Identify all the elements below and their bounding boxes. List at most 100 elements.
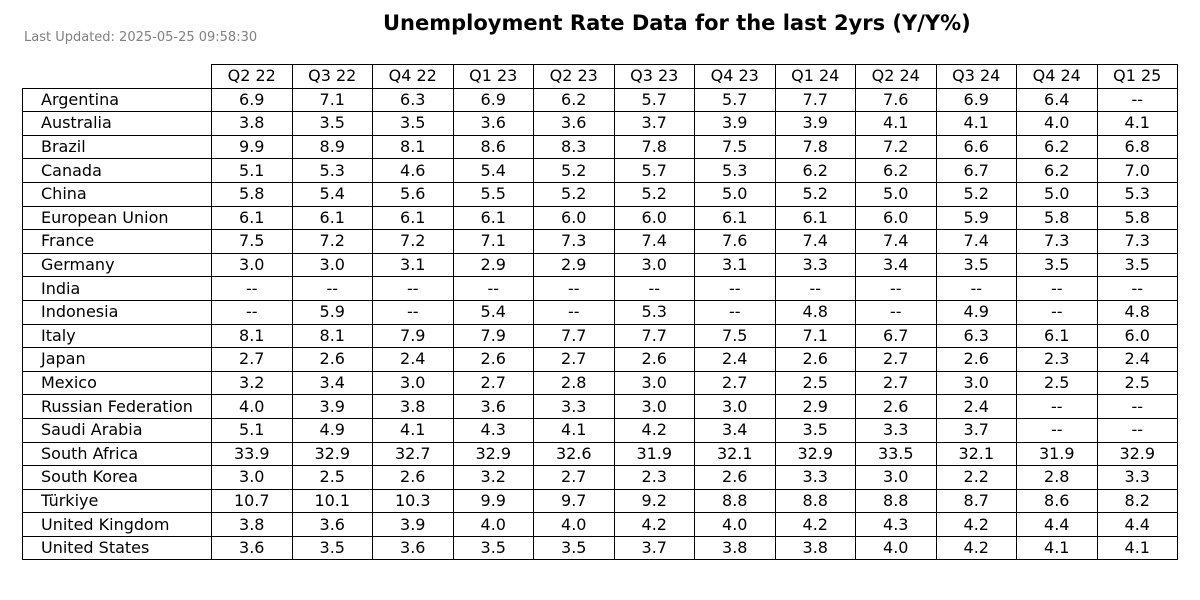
table-cell: 5.1 xyxy=(211,417,293,443)
row-label: China xyxy=(22,181,212,207)
header-row: Q2 22 Q3 22 Q4 22 Q1 23 Q2 23 Q3 23 Q4 23 Q1 24… xyxy=(23,64,1178,89)
table-cell: 4.0 xyxy=(694,512,776,537)
table-cell: -- xyxy=(1096,417,1178,443)
table-cell: -- xyxy=(291,276,373,301)
table-cell: 8.8 xyxy=(694,488,776,514)
table-cell: 6.9 xyxy=(452,87,534,113)
row-label: Argentina xyxy=(22,87,212,113)
column-header: Q1 25 xyxy=(1096,64,1178,89)
table-row: European Union 6.1 6.1 6.1 6.1 6.0 6.0 6.1 6.1 6.… xyxy=(22,205,1178,231)
table-cell: 3.6 xyxy=(533,111,615,136)
table-cell: 7.2 xyxy=(855,134,937,160)
table-cell: 2.7 xyxy=(533,465,615,490)
table-cell: 7.5 xyxy=(694,323,776,349)
table-cell: 2.7 xyxy=(533,347,615,372)
table-cell: 10.1 xyxy=(291,488,373,514)
table-cell: 2.6 xyxy=(774,347,856,372)
table-row: France 7.5 7.2 7.2 7.1 7.3 7.4 7.6 7.4 7.4 7.4 7.3 7… xyxy=(22,229,1178,254)
table-cell: 3.4 xyxy=(694,417,776,443)
column-header: Q1 23 xyxy=(452,64,534,89)
column-header: Q4 22 xyxy=(372,64,454,89)
table-cell: 4.4 xyxy=(1016,512,1098,537)
table-cell: 32.9 xyxy=(452,441,534,467)
table-cell: -- xyxy=(1096,394,1178,419)
table-cell: 4.2 xyxy=(774,512,856,537)
table-cell: -- xyxy=(855,276,937,301)
table-cell: 3.9 xyxy=(291,394,373,419)
table-cell: 7.3 xyxy=(533,229,615,254)
table-cell: 3.9 xyxy=(694,111,776,136)
table-cell: 8.6 xyxy=(1016,488,1098,514)
table-cell: 3.8 xyxy=(372,394,454,419)
row-label: Mexico xyxy=(22,370,212,396)
table-cell: 3.7 xyxy=(935,417,1017,443)
table-cell: 5.8 xyxy=(211,181,293,207)
table-row: Indonesia -- 5.9 -- 5.4 -- 5.3 -- 4.8 -- 4.9 -- 4.8 xyxy=(22,299,1178,325)
column-header: Q2 23 xyxy=(533,64,615,89)
table-cell: 6.1 xyxy=(291,205,373,231)
table-cell: 3.5 xyxy=(452,535,534,561)
table-cell: 5.7 xyxy=(613,87,695,113)
table-row: South Korea 3.0 2.5 2.6 3.2 2.7 2.3 2.6 3.3 3.0 2.… xyxy=(22,465,1178,490)
table-cell: 2.8 xyxy=(1016,465,1098,490)
table-cell: 2.2 xyxy=(935,465,1017,490)
table-cell: 8.1 xyxy=(372,134,454,160)
table-cell: 2.7 xyxy=(855,370,937,396)
table-cell: -- xyxy=(211,276,293,301)
table-cell: 7.8 xyxy=(774,134,856,160)
table-cell: 2.6 xyxy=(372,465,454,490)
table-cell: 2.9 xyxy=(452,252,534,278)
table-cell: 2.5 xyxy=(774,370,856,396)
table-cell: 6.9 xyxy=(211,87,293,113)
table-cell: 7.9 xyxy=(372,323,454,349)
row-label: Japan xyxy=(22,347,212,372)
table-cell: 32.1 xyxy=(694,441,776,467)
table-row: Italy 8.1 8.1 7.9 7.9 7.7 7.7 7.5 7.1 6.7 6.3 6.1 6.… xyxy=(22,323,1178,349)
table-cell: 3.3 xyxy=(1096,465,1178,490)
table-cell: 2.7 xyxy=(855,347,937,372)
table-row: India -- -- -- -- -- -- -- -- -- -- -- -- xyxy=(22,276,1178,301)
table-cell: 5.3 xyxy=(694,158,776,183)
table-row: Saudi Arabia 5.1 4.9 4.1 4.3 4.1 4.2 3.4 3.5 3.3 3… xyxy=(22,417,1178,443)
last-updated-text: Last Updated: 2025-05-25 09:58:30 xyxy=(24,30,258,45)
table-cell: 2.7 xyxy=(452,370,534,396)
table-cell: 6.7 xyxy=(935,158,1017,183)
table-cell: 6.3 xyxy=(935,323,1017,349)
row-label: United States xyxy=(22,535,212,561)
table-cell: -- xyxy=(211,299,293,325)
table-cell: 4.1 xyxy=(1096,535,1178,561)
table-row: Australia 3.8 3.5 3.5 3.6 3.6 3.7 3.9 3.9 4.1 4.1 4… xyxy=(22,111,1178,136)
column-header: Q3 24 xyxy=(935,64,1017,89)
table-cell: 5.5 xyxy=(452,181,534,207)
column-header: Q3 23 xyxy=(613,64,695,89)
table-cell: 4.3 xyxy=(855,512,937,537)
table-row: Brazil 9.9 8.9 8.1 8.6 8.3 7.8 7.5 7.8 7.2 6.6 6.2 6… xyxy=(22,134,1178,160)
table-cell: 3.0 xyxy=(211,252,293,278)
table-cell: 4.2 xyxy=(935,512,1017,537)
table-cell: 3.6 xyxy=(452,111,534,136)
table-cell: 6.1 xyxy=(372,205,454,231)
table-cell: 3.7 xyxy=(613,535,695,561)
table-cell: 4.9 xyxy=(291,417,373,443)
table-cell: 5.4 xyxy=(452,299,534,325)
table-cell: 32.1 xyxy=(935,441,1017,467)
table-cell: 7.1 xyxy=(291,87,373,113)
table-cell: 5.1 xyxy=(211,158,293,183)
table-cell: 4.1 xyxy=(935,111,1017,136)
table-cell: 2.5 xyxy=(291,465,373,490)
table-cell: 3.3 xyxy=(533,394,615,419)
table-cell: 5.7 xyxy=(613,158,695,183)
row-label: United Kingdom xyxy=(22,512,212,537)
table-cell: 5.3 xyxy=(291,158,373,183)
table-cell: 32.7 xyxy=(372,441,454,467)
table-cell: -- xyxy=(1096,276,1178,301)
table-cell: 7.7 xyxy=(533,323,615,349)
column-header: Q1 24 xyxy=(774,64,856,89)
row-label: South Africa xyxy=(22,441,212,467)
table-cell: 6.3 xyxy=(372,87,454,113)
table-cell: 5.6 xyxy=(372,181,454,207)
table-title: Unemployment Rate Data for the last 2yrs… xyxy=(383,11,971,35)
table-cell: 3.8 xyxy=(211,512,293,537)
column-header: Q4 23 xyxy=(694,64,776,89)
table-cell: 4.1 xyxy=(855,111,937,136)
